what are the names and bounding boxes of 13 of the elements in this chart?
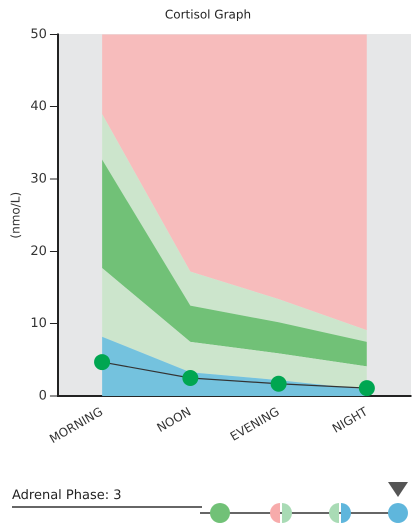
point bbox=[358, 380, 375, 396]
y-tick-label: 30 bbox=[30, 171, 47, 186]
y-tick-label: 50 bbox=[30, 26, 47, 42]
y-tick-label: 40 bbox=[30, 99, 47, 114]
point bbox=[182, 370, 198, 386]
y-tick-label: 10 bbox=[30, 316, 47, 332]
y-axis-title: (nmo/L) bbox=[8, 192, 22, 239]
y-tick-label: 20 bbox=[30, 244, 47, 259]
point bbox=[270, 376, 287, 392]
point bbox=[94, 354, 110, 370]
text: Adrenal Phase: 3 bbox=[12, 488, 202, 508]
chart-title: Cortisol Graph bbox=[164, 7, 252, 22]
y-tick-label: 0 bbox=[38, 388, 47, 404]
